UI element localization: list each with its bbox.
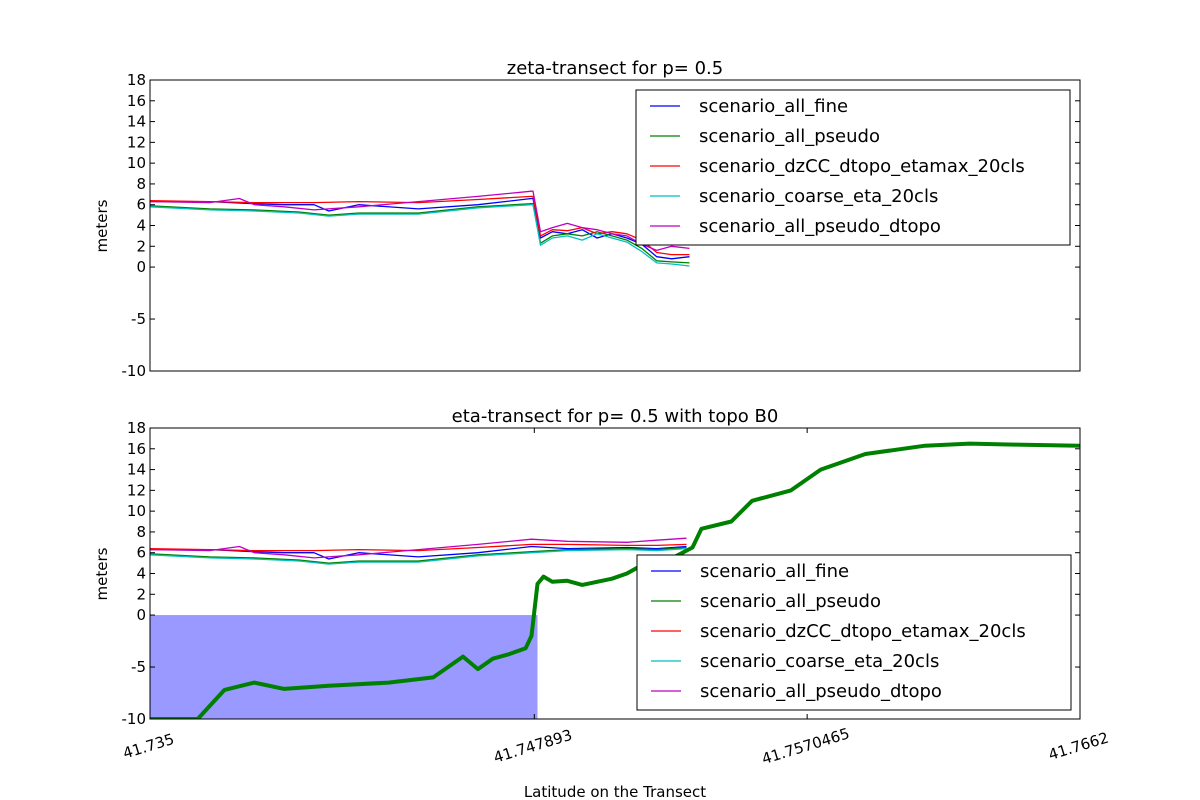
eta-ytick-label: 2	[136, 585, 146, 603]
zeta-ytick-label: 2	[136, 237, 146, 255]
eta-series-scenario_all_pseudo	[150, 546, 687, 564]
zeta-ytick-label: 0	[136, 258, 146, 276]
eta-series-scenario_dzCC_dtopo_etamax_20cls	[150, 543, 687, 552]
zeta-ytick-label: -5	[131, 310, 146, 328]
eta-xtick-label: 41.7662	[1046, 729, 1111, 764]
zeta-ylabel: meters	[93, 199, 111, 252]
eta-ytick-label: 12	[127, 481, 146, 499]
eta-axes-frame	[149, 427, 1081, 720]
zeta-legend-label: scenario_all_pseudo_dtopo	[699, 216, 941, 237]
eta-legend-box	[636, 554, 1072, 711]
zeta-ytick-label: 16	[127, 92, 146, 110]
eta-ytick-label: 18	[127, 419, 146, 437]
eta-topo-line	[150, 441, 1080, 719]
eta-legend-label: scenario_coarse_eta_20cls	[700, 651, 939, 672]
zeta-series-scenario_dzCC_dtopo_etamax_20cls	[150, 195, 690, 256]
zeta-ytick-label: 8	[136, 175, 146, 193]
zeta-legend-label: scenario_all_fine	[699, 96, 848, 117]
zeta-title: zeta-transect for p= 0.5	[507, 58, 723, 79]
eta-ytick-label: 14	[127, 461, 146, 479]
zeta-legend-label: scenario_coarse_eta_20cls	[699, 186, 938, 207]
x-axis-label: Latitude on the Transect	[524, 783, 706, 800]
eta-legend: scenario_all_fine scenario_all_pseudoscen…	[636, 554, 1072, 711]
eta-legend-label: scenario_all_pseudo_dtopo	[700, 681, 942, 702]
zeta-ytick-label: 6	[136, 196, 146, 214]
eta-series-scenario_coarse_eta_20cls	[150, 547, 687, 565]
eta-ytick-label: 4	[136, 565, 146, 583]
eta-xtick-label: 41.7570465	[760, 724, 852, 768]
zeta-legend-label: scenario_dzCC_dtopo_etamax_20cls	[699, 156, 1025, 177]
zeta-ytick-label: 14	[127, 113, 146, 131]
eta-title: eta-transect for p= 0.5 with topo B0	[452, 406, 779, 427]
zeta-series-scenario_all_fine	[150, 197, 690, 260]
eta-panel: eta-transect for p= 0.5 with topo B0 met…	[93, 406, 1111, 768]
zeta-ytick-label: 18	[127, 71, 146, 89]
zeta-legend: scenario_all_fine scenario_all_pseudoscen…	[635, 89, 1071, 246]
eta-ytick-label: 8	[136, 523, 146, 541]
eta-ytick-label: -10	[122, 710, 147, 728]
zeta-panel: zeta-transect for p= 0.5 meters -10 -5 0 2 4…	[93, 58, 1081, 380]
eta-series-scenario_all_pseudo_dtopo	[150, 537, 687, 559]
zeta-ytick-label: 10	[127, 154, 146, 172]
eta-ytick-label: -5	[131, 658, 146, 676]
eta-legend-label: scenario_all_pseudo	[700, 591, 881, 612]
eta-ytick-label: 6	[136, 544, 146, 562]
eta-ytick-label: 10	[127, 502, 146, 520]
eta-xtick-label: 41.735	[121, 730, 176, 763]
zeta-legend-label: scenario_all_pseudo	[699, 126, 880, 147]
eta-ytick-label: 0	[136, 606, 146, 624]
eta-xtick-label: 41.747893	[491, 726, 574, 767]
eta-ylabel: meters	[93, 547, 111, 600]
zeta-axes-frame	[149, 79, 1081, 372]
zeta-ytick-label: -10	[122, 362, 147, 380]
eta-series-scenario_all_fine	[150, 545, 687, 560]
eta-ytick-label: 16	[127, 440, 146, 458]
zeta-legend-box	[635, 89, 1071, 246]
zeta-series-scenario_coarse_eta_20cls	[150, 204, 690, 267]
zeta-ytick-label: 12	[127, 133, 146, 151]
eta-legend-label: scenario_all_fine	[700, 561, 849, 582]
zeta-ytick-label: 4	[136, 217, 146, 235]
zeta-series-scenario_all_pseudo_dtopo	[150, 190, 690, 252]
eta-legend-label: scenario_dzCC_dtopo_etamax_20cls	[700, 621, 1026, 642]
